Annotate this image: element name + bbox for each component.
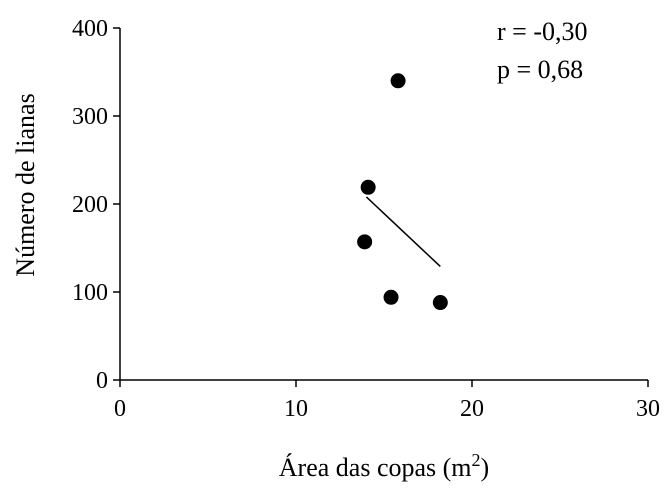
x-axis-title: Área das copas (m2) [279, 450, 489, 482]
x-tick-label: 10 [284, 396, 308, 422]
data-point [390, 73, 406, 89]
correlation-r-annotation: r = -0,30 [497, 17, 587, 46]
y-tick-label: 400 [72, 16, 108, 42]
y-tick-label: 100 [72, 280, 108, 306]
data-point [383, 289, 399, 305]
x-tick-label: 20 [460, 396, 484, 422]
y-tick-label: 200 [72, 192, 108, 218]
x-ticks: 0 10 20 30 [114, 380, 660, 422]
data-point [357, 234, 373, 250]
p-value-annotation: p = 0,68 [497, 55, 583, 84]
x-axis-title-suffix: ) [481, 453, 490, 482]
x-tick-label: 30 [636, 396, 660, 422]
data-points [357, 73, 448, 311]
x-axis-title-main: Área das copas (m [279, 453, 472, 482]
y-tick-label: 300 [72, 104, 108, 130]
data-point [432, 295, 448, 311]
y-tick-label: 0 [96, 368, 108, 394]
y-ticks: 0 100 200 300 400 [72, 16, 120, 394]
trend-line [365, 196, 441, 268]
x-axis-title-superscript: 2 [472, 450, 481, 470]
trendline-group [365, 196, 441, 268]
data-point [360, 179, 376, 195]
y-axis-title: Número de lianas [11, 93, 40, 276]
x-tick-label: 0 [114, 396, 126, 422]
